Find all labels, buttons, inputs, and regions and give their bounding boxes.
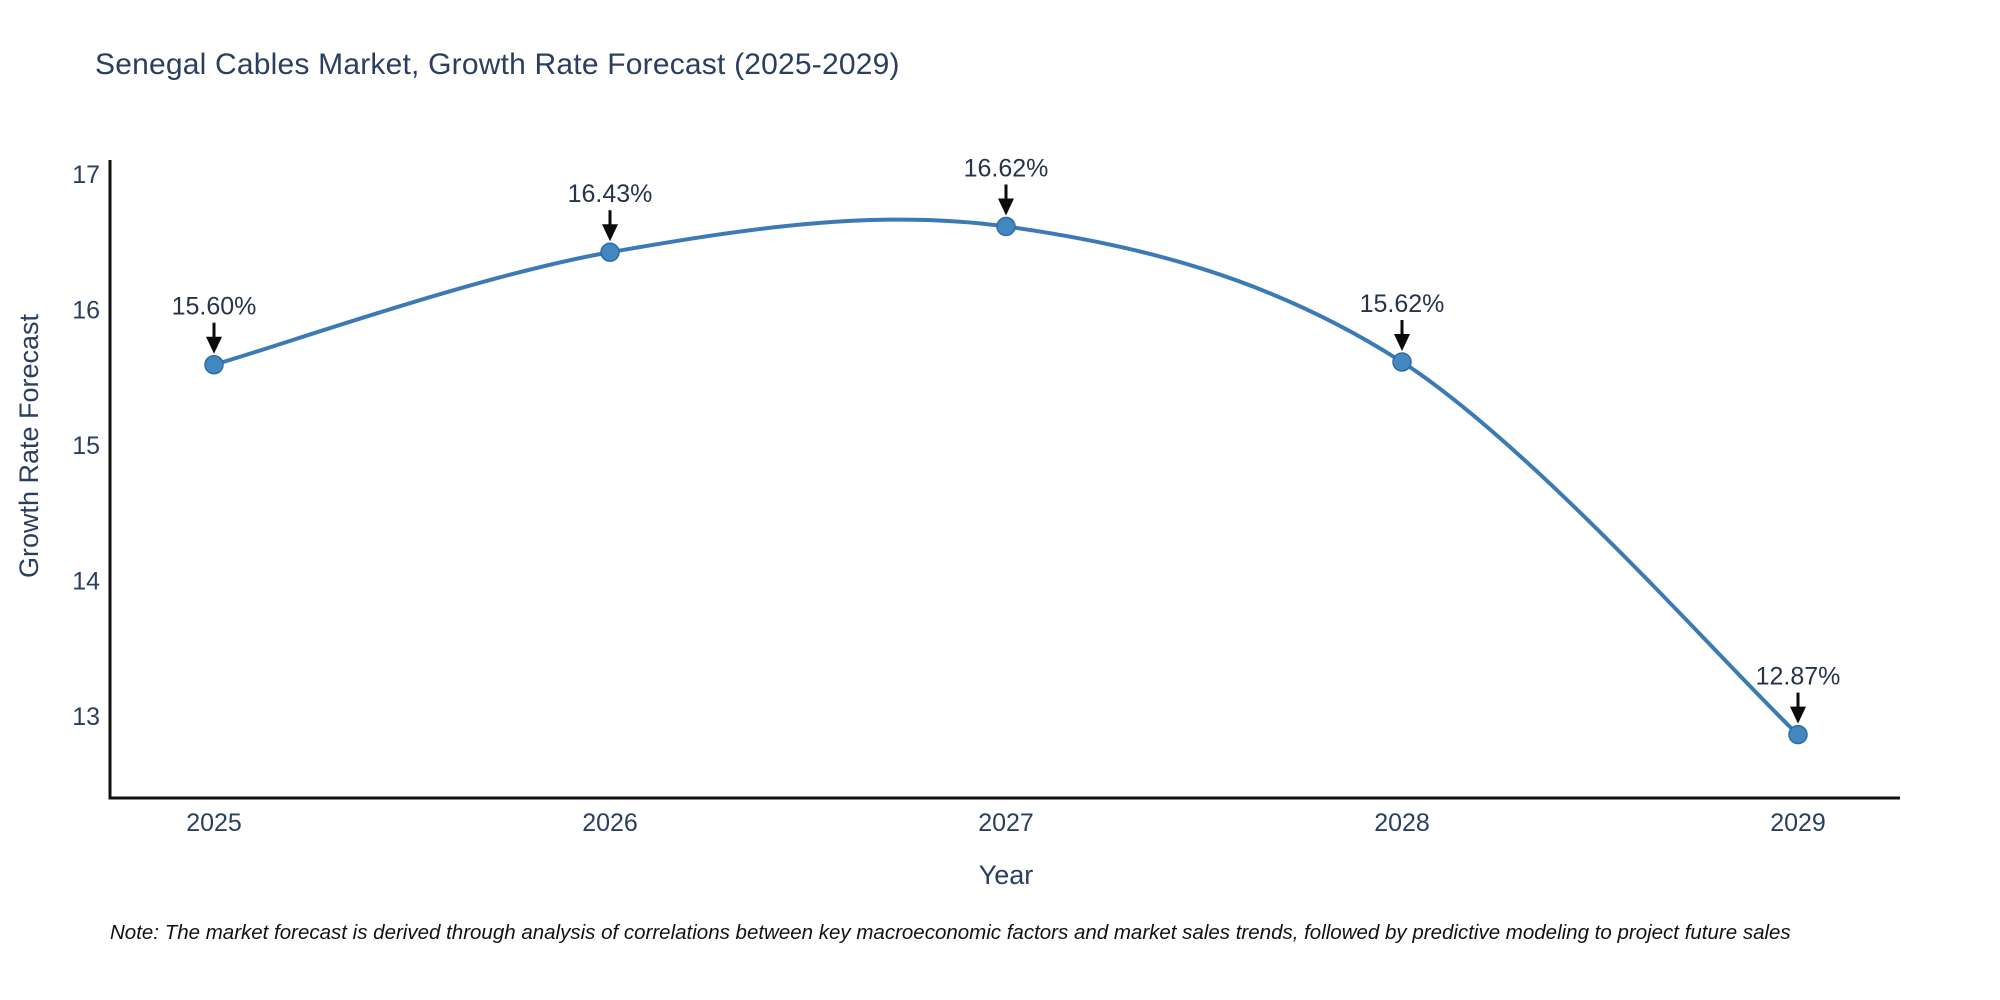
annotation-label: 16.62% <box>964 154 1049 182</box>
annotation-arrowhead <box>998 198 1014 216</box>
data-point-marker[interactable] <box>204 354 224 375</box>
annotation-label: 15.62% <box>1360 290 1445 318</box>
chart-title: Senegal Cables Market, Growth Rate Forec… <box>95 48 900 81</box>
annotation-arrowhead <box>1394 333 1410 351</box>
chart-note: Note: The market forecast is derived thr… <box>110 921 1791 944</box>
data-point-marker[interactable] <box>600 242 620 262</box>
y-tick-label: 13 <box>72 703 100 731</box>
annotation-label: 16.43% <box>568 180 653 208</box>
annotation-arrowhead <box>602 224 618 242</box>
annotation-arrowhead <box>1790 706 1806 724</box>
annotation-label: 12.87% <box>1756 663 1841 691</box>
data-point-marker[interactable] <box>996 216 1016 237</box>
x-tick-label: 2027 <box>978 809 1034 837</box>
y-tick-label: 16 <box>72 297 100 325</box>
data-point-marker[interactable] <box>1392 352 1412 372</box>
plot-area[interactable] <box>110 160 1900 798</box>
data-point-marker[interactable] <box>1788 724 1808 745</box>
annotation-label: 15.60% <box>172 293 257 321</box>
y-tick-label: 17 <box>72 161 100 189</box>
x-tick-label: 2025 <box>186 809 242 837</box>
x-tick-label: 2026 <box>582 809 638 837</box>
y-axis-title: Growth Rate Forecast <box>14 313 44 578</box>
y-tick-label: 15 <box>72 432 100 460</box>
annotation-arrowhead <box>206 336 222 354</box>
y-tick-label: 14 <box>72 568 100 596</box>
x-tick-label: 2028 <box>1374 809 1430 837</box>
x-tick-label: 2029 <box>1770 809 1826 837</box>
x-axis-title: Year <box>979 860 1034 890</box>
